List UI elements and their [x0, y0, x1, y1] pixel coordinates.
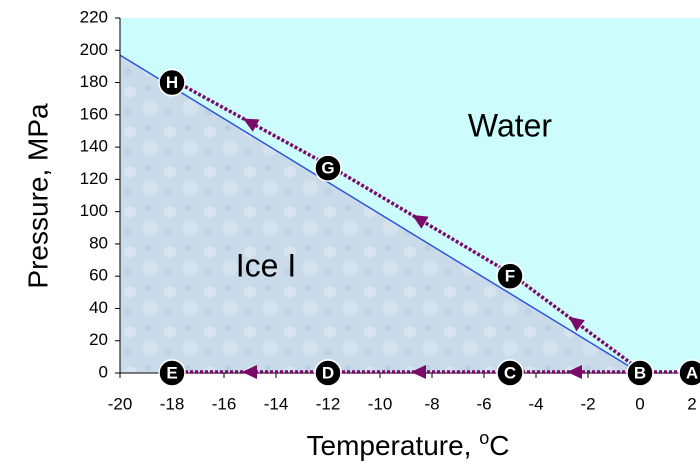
region-label: Ice I — [236, 247, 296, 283]
y-tick-label: 200 — [80, 40, 108, 59]
x-axis-title-superscript: o — [479, 428, 489, 448]
y-tick-label: 20 — [89, 330, 108, 349]
y-tick-label: 120 — [80, 169, 108, 188]
x-tick-label: -8 — [424, 394, 439, 413]
y-tick-label: 140 — [80, 137, 108, 156]
region-label: Water — [468, 107, 553, 143]
y-tick-label: 160 — [80, 104, 108, 123]
x-tick-label: -20 — [108, 394, 133, 413]
chart: WaterIce I 02040608010012014016018020022… — [0, 0, 700, 468]
x-tick-label: -4 — [528, 394, 543, 413]
y-tick-label: 180 — [80, 72, 108, 91]
x-tick-label: 2 — [687, 394, 696, 413]
x-axis-title-part: C — [489, 430, 509, 461]
y-tick-label: 80 — [89, 233, 108, 252]
x-axis-title-part: Temperature, — [307, 430, 480, 461]
state-point-label: B — [634, 363, 646, 382]
x-axis-title: Temperature, oC — [307, 428, 510, 462]
y-tick-label: 40 — [89, 298, 108, 317]
y-tick-label: 100 — [80, 201, 108, 220]
x-tick-label: -14 — [264, 394, 289, 413]
x-tick-label: -2 — [580, 394, 595, 413]
x-tick-label: 0 — [635, 394, 644, 413]
y-tick-label: 0 — [99, 362, 108, 381]
state-point-label: C — [504, 363, 516, 382]
x-tick-label: -18 — [160, 394, 185, 413]
x-tick-label: -16 — [212, 394, 237, 413]
y-tick-label: 60 — [89, 266, 108, 285]
x-tick-label: -10 — [368, 394, 393, 413]
y-axis-title: Pressure, MPa — [22, 103, 53, 289]
state-point-label: F — [505, 267, 515, 286]
state-point-label: A — [686, 363, 698, 382]
x-tick-label: -6 — [476, 394, 491, 413]
state-point-label: H — [166, 73, 178, 92]
state-point-label: D — [322, 363, 334, 382]
x-tick-label: -12 — [316, 394, 341, 413]
state-point-label: G — [321, 159, 334, 178]
state-point-label: E — [166, 363, 177, 382]
y-tick-label: 220 — [80, 7, 108, 26]
